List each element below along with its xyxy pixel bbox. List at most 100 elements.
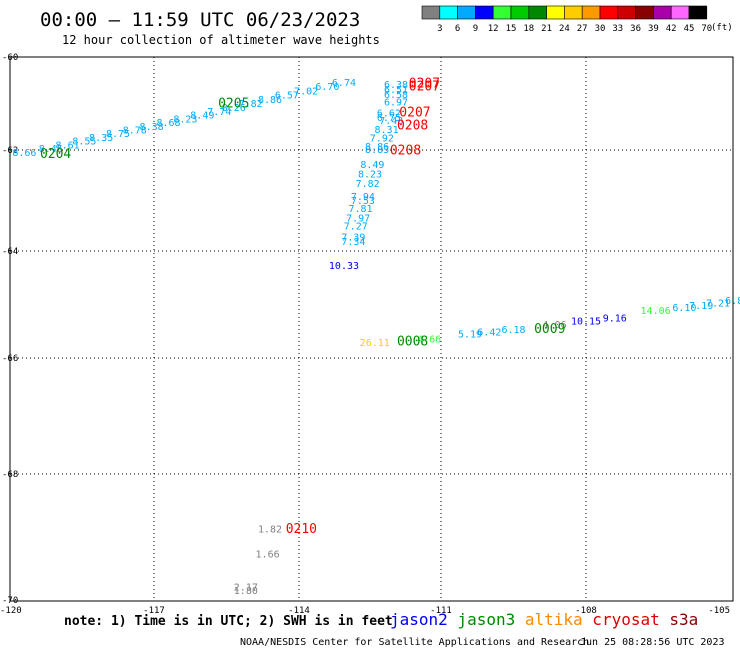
- swh-value-label: 5.19: [458, 329, 482, 340]
- swh-value-label: 4.06: [543, 320, 567, 331]
- colorbar-tick-label: 36: [630, 24, 641, 34]
- swh-value-label: 7.94: [351, 192, 375, 203]
- colorbar-tick-label: 45: [684, 24, 695, 34]
- swh-value-label: 8.75: [106, 129, 130, 140]
- swh-value-label: 1.66: [256, 550, 280, 561]
- pass-time-label: 0207: [409, 76, 440, 91]
- graticule: [10, 57, 733, 601]
- swh-value-label: 14.06: [641, 306, 671, 317]
- legend-jason2: jason2: [390, 610, 448, 629]
- swh-value-label: 8.23: [173, 114, 197, 125]
- pass-time-label: 0009: [534, 322, 565, 337]
- swh-value-label: 6.58: [384, 90, 408, 101]
- colorbar-tick-label: 42: [666, 24, 677, 34]
- swh-value-label: 8.38: [140, 122, 164, 133]
- swh-value-label: 6.70: [315, 82, 339, 93]
- swh-value-label: 7.34: [341, 237, 365, 248]
- lat-tick-label: -66: [2, 354, 18, 364]
- colorbar-swatch: [688, 5, 708, 20]
- swh-value-label: 6.86: [725, 296, 740, 307]
- swh-value-label: 8.26: [222, 103, 246, 114]
- colorbar-swatch: [635, 5, 654, 20]
- map-frame: [9, 56, 734, 602]
- lon-tick-label: -117: [143, 606, 165, 616]
- swh-value-label: 8.68: [156, 118, 180, 129]
- colorbar-swatch: [510, 5, 530, 20]
- page-title: 00:00 – 11:59 UTC 06/23/2023: [40, 9, 360, 31]
- colorbar-swatch: [492, 5, 512, 20]
- pass-time-label: 0208: [397, 118, 428, 133]
- colorbar-swatch: [599, 5, 619, 20]
- longitude-labels: -120 -117 -114 -111 -108 -105: [0, 606, 730, 616]
- swh-value-label: 7.74: [207, 107, 231, 118]
- swh-value-label: 7.27: [344, 221, 368, 232]
- swh-value-label: 8.86: [365, 142, 389, 153]
- colorbar-tick-label: 15: [506, 24, 517, 34]
- footer-credit: NOAA/NESDIS Center for Satellite Applica…: [240, 637, 589, 648]
- lat-tick-label: -60: [2, 53, 18, 63]
- swh-value-label: 7.92: [370, 133, 394, 144]
- swh-value-label: 7.02: [294, 86, 318, 97]
- swh-value-label: 8.78: [123, 125, 147, 136]
- swh-value-label: 7.82: [356, 179, 380, 190]
- footer-note: note: 1) Time is in UTC; 2) SWH is in fe…: [64, 614, 393, 629]
- swh-value-label: 8.49: [360, 160, 384, 171]
- colorbar-swatch: [564, 5, 583, 20]
- lon-tick-label: -108: [575, 606, 597, 616]
- colorbar-swatch: [421, 5, 441, 20]
- swh-value-label: 7.19: [689, 301, 713, 312]
- colorbar-tick-label: 18: [523, 24, 534, 34]
- swh-value-label: 7.43: [379, 116, 403, 127]
- footer-timestamp: Jun 25 08:28:56 UTC 2023: [580, 637, 725, 648]
- swh-value-label: 4.66: [417, 334, 441, 345]
- colorbar-swatch: [546, 5, 565, 20]
- colorbar-tick-label: 39: [648, 24, 659, 34]
- swh-value-label: 8.83: [365, 145, 389, 156]
- swh-value-label: 8.49: [190, 111, 214, 122]
- swh-value-label: 9.16: [603, 313, 627, 324]
- swh-value-label: 26.11: [360, 338, 390, 349]
- legend-s3a: s3a: [660, 610, 699, 629]
- colorbar-tick-label: 3: [437, 24, 442, 34]
- colorbar-tick-label: 27: [577, 24, 588, 34]
- pass-time-label: 0204: [40, 147, 71, 162]
- legend-text: jason2 jason3 altika cryosat s3a: [390, 610, 698, 629]
- lat-tick-label: -62: [2, 146, 18, 156]
- swh-value-label: 8.86: [258, 95, 282, 106]
- pass-time-label: 0205: [218, 96, 249, 111]
- swh-value-label: 8.23: [358, 170, 382, 181]
- colorbar-swatch: [670, 5, 690, 20]
- colorbar-tick-label: 30: [595, 24, 606, 34]
- colorbar-tick-label: 33: [612, 24, 623, 34]
- swh-value-label: 6.42: [477, 327, 501, 338]
- wave-height-points: 8.66 8.458.618.558.358.758.788.388.688.23…: [12, 78, 740, 597]
- swh-value-label: 1.82: [258, 524, 282, 535]
- swh-value-label: 7.81: [348, 204, 372, 215]
- lat-tick-label: -70: [2, 596, 18, 606]
- swh-value-label: 8.55: [72, 137, 96, 148]
- page-subtitle: 12 hour collection of altimeter wave hei…: [62, 33, 380, 47]
- legend-altika: altika: [515, 610, 582, 629]
- colorbar-tick-label: 70: [701, 24, 712, 34]
- swh-value-label: 7.97: [346, 214, 370, 225]
- swh-value-label: 6.51: [384, 85, 408, 96]
- swh-value-label: 10.33: [329, 261, 359, 272]
- pass-time-label: 0210: [286, 522, 317, 537]
- latitude-labels: -60 -62 -64 -66 -68 -70: [2, 53, 18, 606]
- pass-time-label: 0008: [397, 334, 428, 349]
- legend-cryosat: cryosat: [583, 610, 660, 629]
- swh-value-label: 7.53: [351, 196, 375, 207]
- swh-value-label: 6.75: [377, 113, 401, 124]
- colorbar-tick-label: 6: [455, 24, 460, 34]
- satellite-legend: jason2 jason3 altika cryosat s3a: [390, 610, 698, 629]
- lon-tick-label: -111: [430, 606, 452, 616]
- colorbar-tick-label: 24: [559, 24, 570, 34]
- colorbar-swatch: [439, 5, 458, 20]
- lat-tick-label: -64: [2, 247, 18, 257]
- colorbar-unit: (ft): [711, 23, 733, 33]
- pass-time-label: 0208: [390, 144, 421, 159]
- swh-value-label: 6.57: [275, 91, 299, 102]
- swh-value-label: 6.74: [332, 78, 356, 89]
